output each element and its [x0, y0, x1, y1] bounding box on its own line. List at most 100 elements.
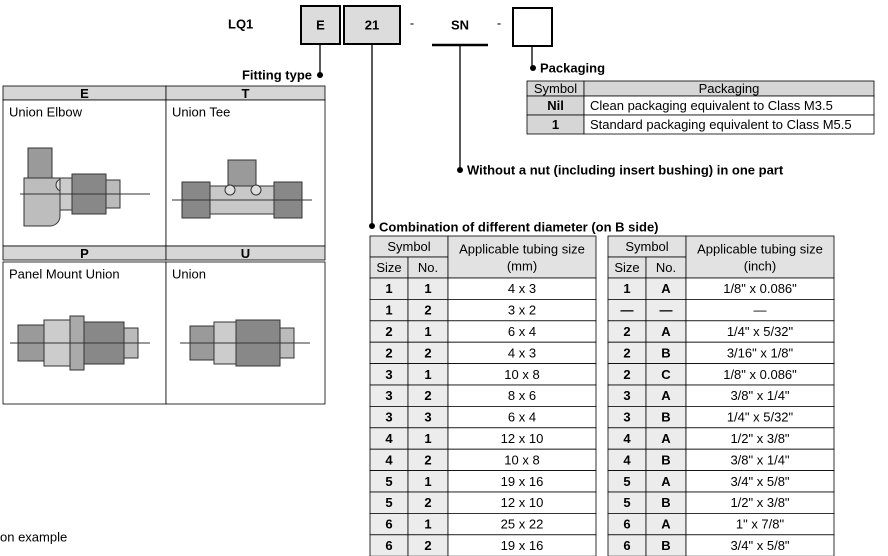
diameter-text: 3 — [424, 410, 431, 425]
diameter-text: 3/16" x 1/8" — [727, 345, 794, 360]
footer: on example — [0, 530, 67, 545]
diameter-text: 2 — [424, 303, 431, 318]
diameter-text: 6 — [623, 538, 630, 553]
fitting-name: Union — [172, 267, 206, 282]
diameter-text: 6 — [623, 517, 630, 532]
diameter-text: 2 — [623, 367, 630, 382]
model-nut: SN — [451, 18, 469, 33]
diameter-text: 4 — [623, 452, 631, 467]
diameter-text: 3/8" x 1/4" — [730, 452, 789, 467]
diameter-text: 2 — [385, 345, 392, 360]
model-fitting: E — [316, 18, 325, 33]
diameter-text: A — [661, 474, 671, 489]
diameter-text: B — [661, 538, 670, 553]
diameter-text: 2 — [424, 345, 431, 360]
diameter-text: 12 x 10 — [501, 495, 544, 510]
diameter-text: 2 — [424, 538, 431, 553]
diameter-text: B — [661, 345, 670, 360]
diameter-text: 2 — [424, 495, 431, 510]
tubing-header-cell — [685, 235, 835, 279]
diameter-text: A — [661, 431, 671, 446]
tubing-unit: (inch) — [744, 259, 777, 274]
diameter-text: 3/4" x 5/8" — [730, 538, 789, 553]
diameter-text: 1/2" x 3/8" — [730, 431, 789, 446]
diameter-text: 5 — [385, 474, 392, 489]
diameter-text: 5 — [623, 474, 630, 489]
fitting-name: Panel Mount Union — [9, 267, 120, 282]
separator: - — [497, 16, 501, 31]
tubing-header: Applicable tubing size — [459, 242, 585, 257]
nut-option: Without a nut (including insert bushing)… — [467, 163, 784, 178]
diameter-text: 1 — [424, 517, 431, 532]
diameter-text: 3 — [623, 410, 630, 425]
diameter-text: 4 — [385, 431, 393, 446]
separator: - — [410, 16, 414, 31]
diameter-text: 1 — [424, 281, 431, 296]
diameter-text: 3 — [385, 388, 392, 403]
diameter-text: 1/8" x 0.086" — [723, 367, 797, 382]
fitting-symbol: U — [241, 246, 250, 261]
diameter-cell — [447, 534, 597, 556]
diameter-text: B — [661, 410, 670, 425]
diameter-text: A — [661, 281, 671, 296]
packaging-header: Packaging — [699, 81, 760, 96]
fitting-name: Union Tee — [172, 105, 230, 120]
no-header: No. — [656, 260, 676, 275]
diameter-text: — — [660, 303, 673, 318]
diameter-text: 3 — [385, 367, 392, 382]
diameter-text: 6 x 4 — [508, 324, 536, 339]
packaging-text: Clean packaging equivalent to Class M3.5 — [590, 98, 833, 113]
tubing-header-cell — [447, 235, 597, 279]
packaging-title: Packaging — [540, 61, 605, 76]
fitting-illustrations — [10, 147, 312, 371]
diameter-text: 12 x 10 — [501, 431, 544, 446]
packaging-text: Nil — [547, 98, 564, 113]
packaging-text: 1 — [552, 117, 559, 132]
diameter-text: 25 x 22 — [501, 517, 544, 532]
symbol-header: Symbol — [387, 239, 430, 254]
diameter-text: 5 — [623, 495, 630, 510]
diameter-text: A — [661, 517, 671, 532]
diameter-text: 3/8" x 1/4" — [730, 388, 789, 403]
tables: E Union Elbow T Union Tee P Panel Mount Union… — [2, 80, 875, 556]
diameter-text: 2 — [385, 324, 392, 339]
diameter-text: 4 — [623, 431, 631, 446]
fitting-name: Union Elbow — [9, 105, 83, 120]
diameter-text: 1/8" x 0.086" — [723, 281, 797, 296]
model-prefix: LQ1 — [228, 17, 253, 32]
diameter-text: C — [661, 367, 671, 382]
diameter-text: 6 — [385, 538, 392, 553]
fitting-title: Fitting type — [242, 68, 312, 83]
diameter-text: B — [661, 495, 670, 510]
no-header: No. — [418, 260, 438, 275]
model-diameter: 21 — [365, 18, 379, 33]
packaging-header: Symbol — [534, 81, 577, 96]
diameter-text: 4 x 3 — [508, 281, 536, 296]
fitting-header-cell — [165, 245, 326, 261]
size-header: Size — [614, 260, 639, 275]
diameter-text: 3/4" x 5/8" — [730, 474, 789, 489]
packaging-cell — [583, 114, 875, 135]
diameter-text: 1 — [424, 474, 431, 489]
fitting-symbol: E — [80, 86, 89, 101]
diameter-text: 2 — [623, 345, 630, 360]
diameter-text: — — [621, 303, 634, 318]
diameter-text: 6 — [385, 517, 392, 532]
diameter-text: 19 x 16 — [501, 474, 544, 489]
diameter-text: 1/4" x 5/32" — [727, 410, 794, 425]
diameter-text: 8 x 6 — [508, 388, 536, 403]
diameter-text: 1/4" x 5/32" — [727, 324, 794, 339]
diameter-text: 1 — [385, 281, 392, 296]
diameter-cell — [685, 534, 835, 556]
size-header: Size — [376, 260, 401, 275]
symbol-header: Symbol — [625, 239, 668, 254]
diameter-text: 19 x 16 — [501, 538, 544, 553]
diameter-text: 1 — [424, 431, 431, 446]
diameter-text: 2 — [424, 452, 431, 467]
fitting-symbol: P — [80, 246, 89, 261]
diameter-text: 1" x 7/8" — [736, 517, 785, 532]
diameter-text: 1/2" x 3/8" — [730, 495, 789, 510]
diameter-text: — — [754, 303, 767, 318]
diameter-text: 1 — [385, 303, 392, 318]
